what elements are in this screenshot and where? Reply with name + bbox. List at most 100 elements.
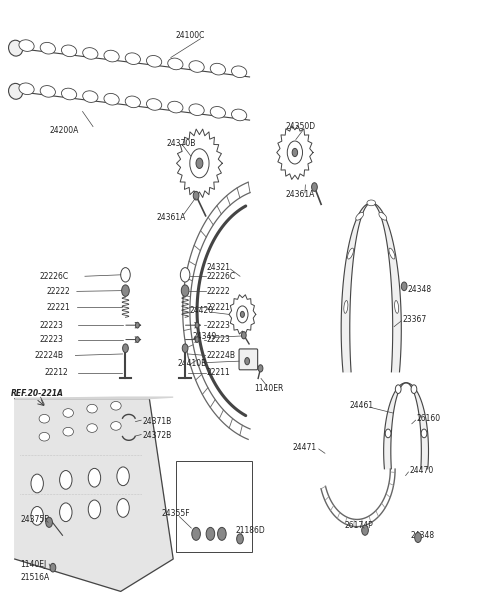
Ellipse shape	[379, 212, 387, 220]
Ellipse shape	[9, 40, 23, 56]
Text: 22224B: 22224B	[35, 351, 64, 360]
Ellipse shape	[125, 96, 141, 107]
Text: 24372B: 24372B	[142, 431, 171, 440]
Ellipse shape	[189, 104, 204, 116]
Circle shape	[206, 527, 215, 541]
Circle shape	[193, 191, 199, 200]
Polygon shape	[341, 203, 401, 372]
Ellipse shape	[125, 53, 141, 64]
Ellipse shape	[19, 83, 34, 95]
FancyBboxPatch shape	[239, 349, 258, 370]
Circle shape	[411, 385, 417, 394]
Ellipse shape	[389, 248, 395, 259]
Circle shape	[117, 467, 129, 485]
Text: 22223: 22223	[39, 335, 63, 344]
Polygon shape	[15, 397, 173, 398]
Ellipse shape	[87, 424, 97, 433]
Ellipse shape	[146, 98, 162, 110]
Circle shape	[241, 332, 246, 339]
Ellipse shape	[83, 47, 98, 59]
Ellipse shape	[61, 45, 77, 56]
Ellipse shape	[40, 43, 55, 54]
Text: 24371B: 24371B	[142, 417, 171, 426]
Text: 24375B: 24375B	[21, 515, 50, 524]
Text: 23367: 23367	[402, 315, 427, 324]
Circle shape	[287, 141, 302, 164]
Ellipse shape	[168, 101, 183, 113]
Ellipse shape	[40, 86, 55, 97]
Ellipse shape	[348, 248, 354, 259]
Polygon shape	[177, 129, 222, 197]
Ellipse shape	[210, 64, 226, 75]
Circle shape	[181, 285, 189, 296]
Circle shape	[415, 532, 421, 542]
Circle shape	[237, 306, 248, 323]
Circle shape	[237, 534, 243, 544]
Ellipse shape	[210, 107, 226, 118]
Ellipse shape	[87, 404, 97, 413]
Text: 24100C: 24100C	[176, 31, 205, 40]
Circle shape	[120, 268, 130, 282]
Text: 24471: 24471	[292, 443, 317, 452]
Text: 24410B: 24410B	[178, 359, 207, 368]
Polygon shape	[384, 383, 429, 469]
Ellipse shape	[189, 61, 204, 73]
Text: 22223: 22223	[206, 335, 230, 344]
Ellipse shape	[104, 50, 119, 62]
Ellipse shape	[168, 58, 183, 70]
Circle shape	[31, 474, 43, 493]
Text: 24361A: 24361A	[156, 213, 186, 222]
Text: 22222: 22222	[206, 287, 230, 296]
Text: 22211: 22211	[206, 368, 230, 377]
Ellipse shape	[9, 83, 23, 99]
Text: 22221: 22221	[206, 302, 230, 311]
Circle shape	[292, 148, 298, 157]
Circle shape	[121, 285, 129, 296]
Circle shape	[217, 527, 226, 541]
Ellipse shape	[39, 433, 49, 441]
Text: 22226C: 22226C	[206, 272, 236, 281]
Text: 22222: 22222	[47, 287, 71, 296]
Text: 26160: 26160	[417, 414, 441, 423]
Circle shape	[60, 503, 72, 521]
Text: 22223: 22223	[39, 320, 63, 329]
Circle shape	[196, 158, 203, 169]
Ellipse shape	[231, 109, 247, 121]
Polygon shape	[277, 125, 313, 179]
Text: 24420: 24420	[190, 306, 214, 315]
Circle shape	[258, 365, 263, 372]
FancyBboxPatch shape	[176, 461, 252, 552]
Text: 21516A: 21516A	[21, 572, 50, 581]
Text: 24361A: 24361A	[285, 190, 315, 199]
Circle shape	[190, 149, 209, 178]
Circle shape	[46, 517, 52, 527]
Ellipse shape	[61, 88, 77, 100]
Circle shape	[195, 337, 199, 343]
Text: 21186D: 21186D	[235, 526, 265, 535]
Text: 24349: 24349	[192, 332, 216, 341]
Circle shape	[421, 429, 427, 438]
Circle shape	[182, 344, 188, 353]
Text: 24348: 24348	[408, 285, 432, 294]
Circle shape	[50, 563, 56, 572]
Ellipse shape	[356, 212, 364, 220]
Circle shape	[135, 322, 139, 328]
Text: 24200A: 24200A	[49, 127, 79, 136]
Ellipse shape	[231, 66, 247, 77]
Text: 22223: 22223	[206, 320, 230, 329]
Ellipse shape	[344, 301, 348, 313]
Text: 24370B: 24370B	[166, 139, 195, 148]
Ellipse shape	[111, 422, 121, 430]
Text: 22226C: 22226C	[39, 272, 69, 281]
Circle shape	[88, 500, 101, 519]
Ellipse shape	[395, 301, 398, 313]
Text: 24470: 24470	[409, 466, 433, 475]
Circle shape	[362, 525, 368, 535]
Circle shape	[122, 344, 128, 353]
Text: 26174P: 26174P	[345, 521, 374, 530]
Circle shape	[312, 183, 317, 191]
Circle shape	[135, 337, 139, 343]
Text: 22224B: 22224B	[206, 351, 236, 360]
Text: 24348: 24348	[411, 531, 435, 540]
Circle shape	[240, 311, 244, 317]
